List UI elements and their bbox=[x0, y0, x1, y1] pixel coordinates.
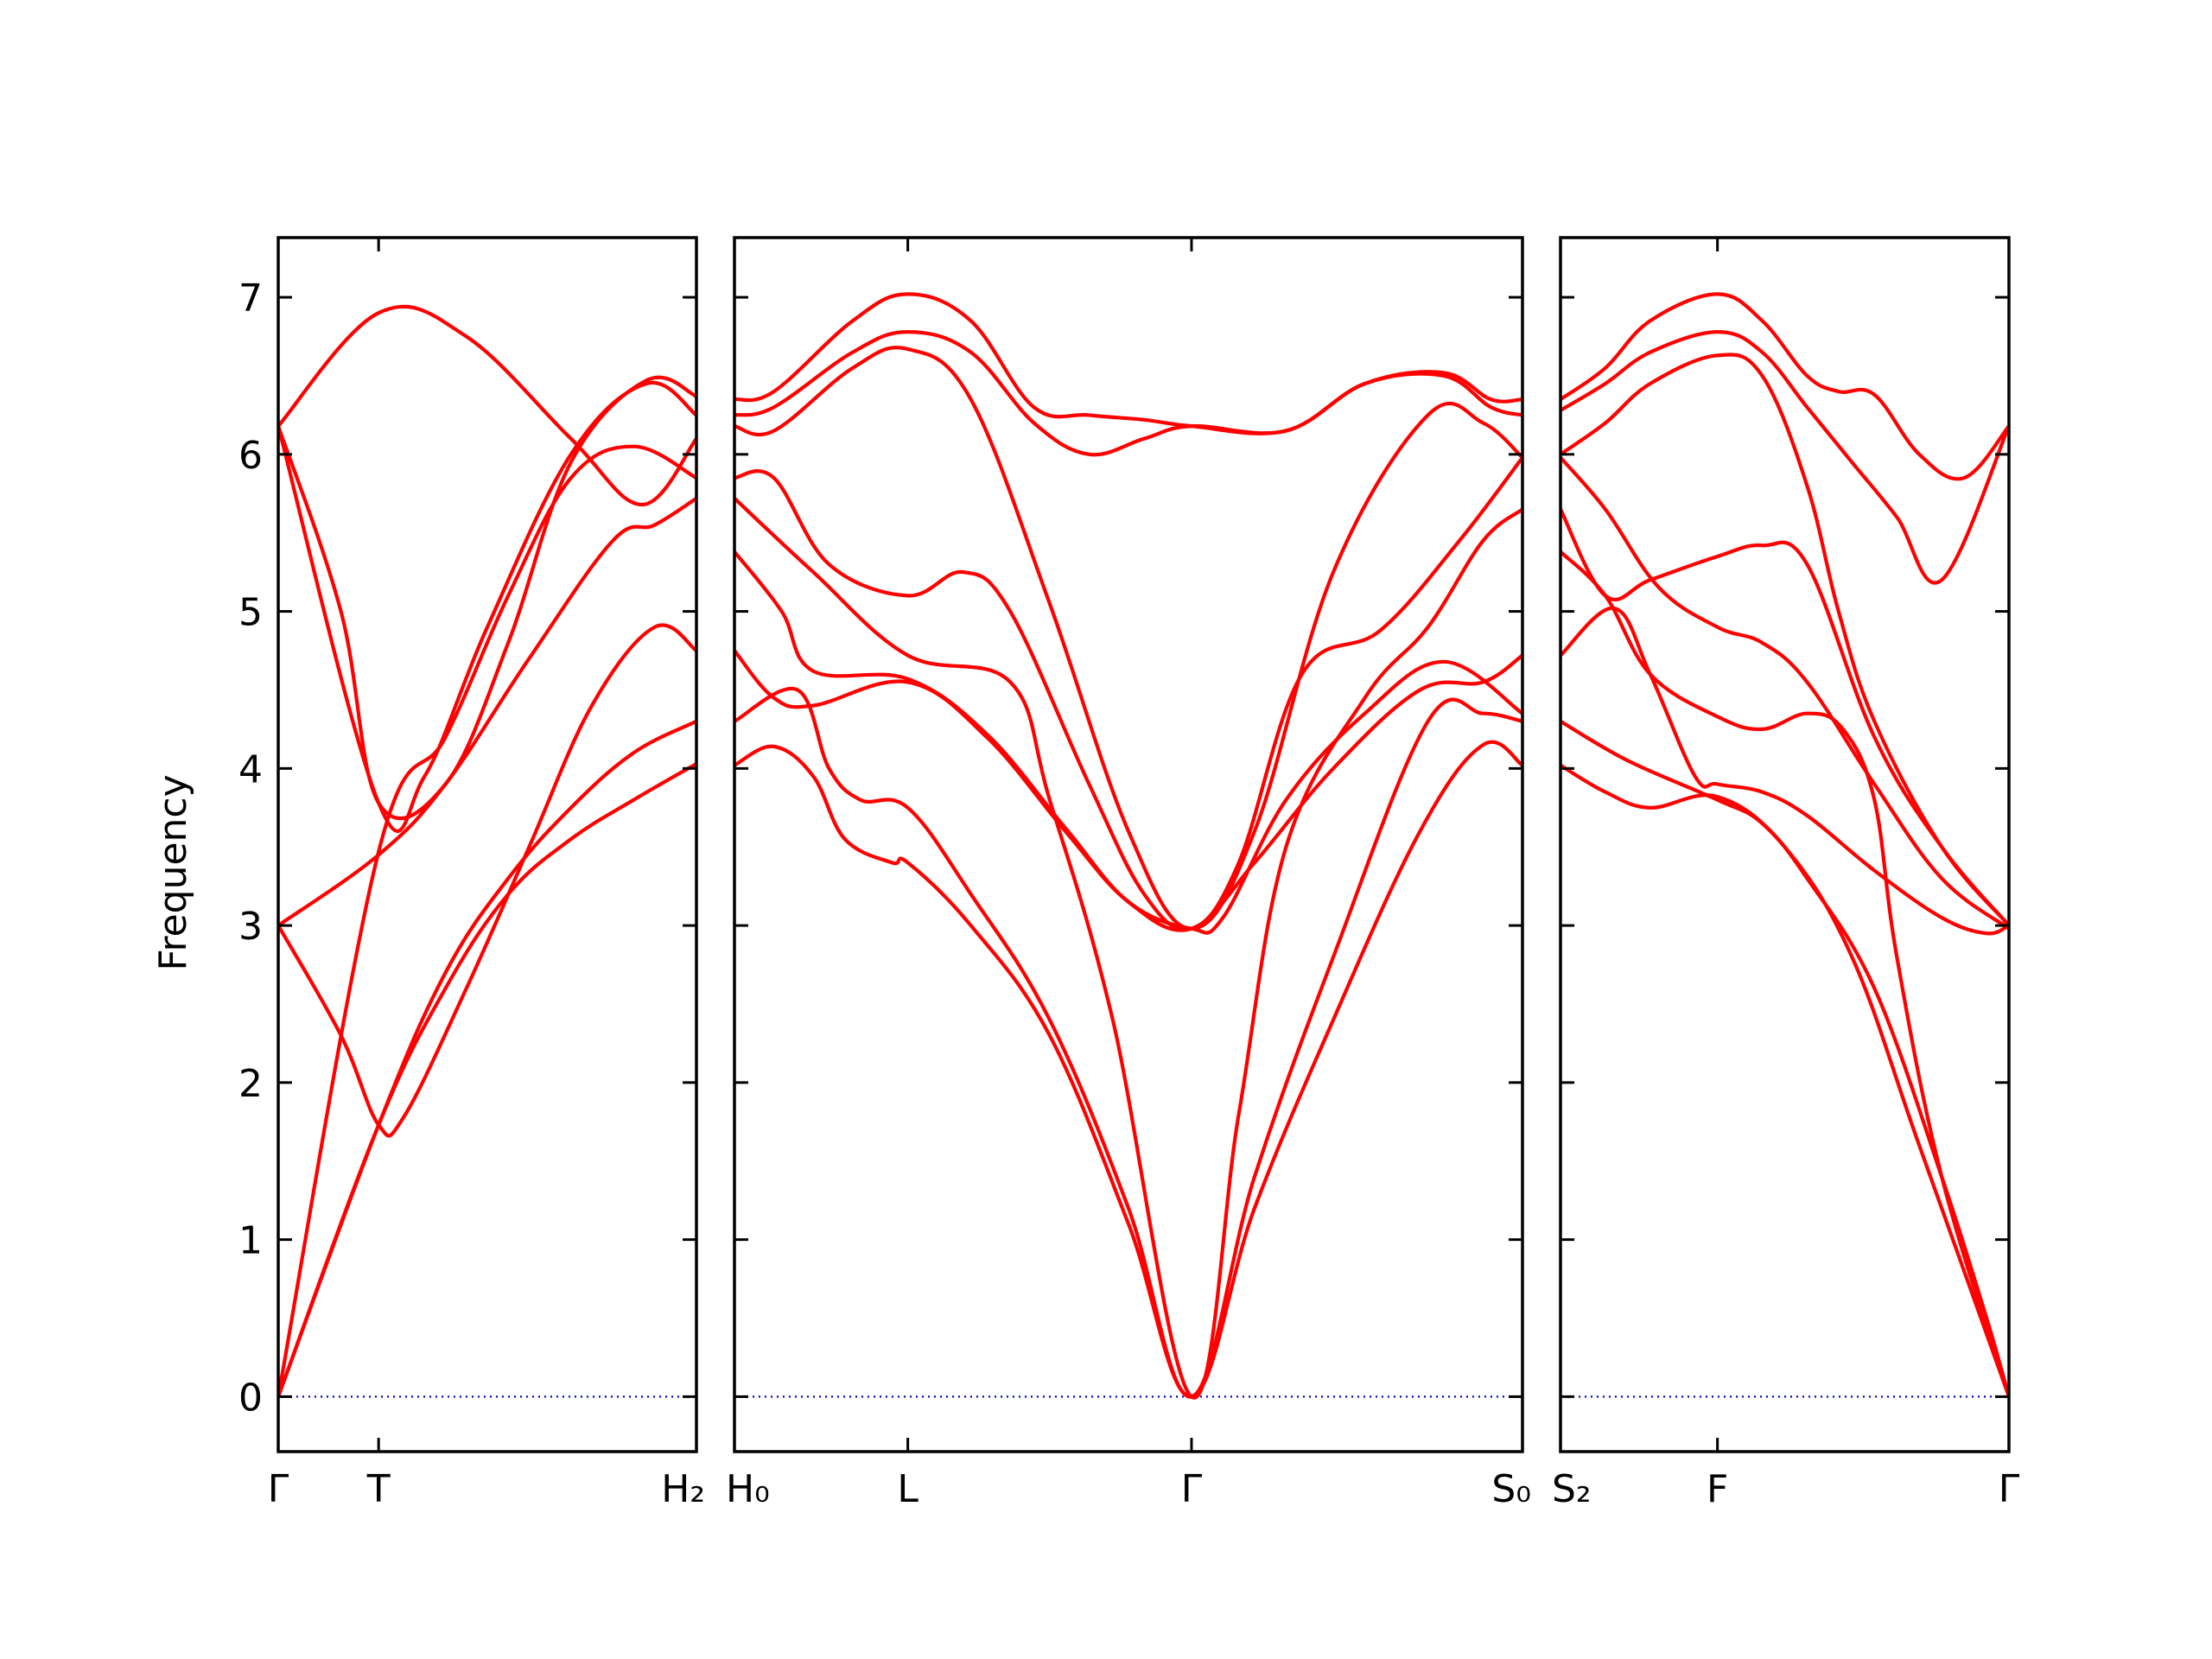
band-line-7 bbox=[734, 346, 1522, 931]
band-line-2 bbox=[1560, 719, 2009, 1399]
band-line-8 bbox=[734, 330, 1522, 457]
band-group bbox=[734, 292, 1522, 1400]
x-tick-label: Γ bbox=[1999, 1467, 2020, 1511]
panel-2: H₀ L Γ S₀ bbox=[726, 236, 1531, 1511]
band-line-2 bbox=[278, 719, 696, 1399]
band-line-5 bbox=[734, 496, 1522, 1400]
band-line-4 bbox=[1560, 550, 2009, 1399]
band-line-6 bbox=[734, 455, 1522, 932]
band-line-4 bbox=[734, 550, 1522, 935]
x-tick-label: F bbox=[1707, 1467, 1728, 1511]
panel-frame bbox=[733, 236, 1524, 1453]
band-group bbox=[278, 304, 696, 1399]
y-tick-label: 2 bbox=[238, 1062, 263, 1106]
x-tick-label: S₂ bbox=[1552, 1467, 1592, 1511]
band-line-3 bbox=[1560, 606, 2009, 936]
band-line-7 bbox=[1560, 353, 2009, 928]
band-line-6 bbox=[1560, 455, 2009, 931]
y-axis-label: Frequency bbox=[151, 774, 195, 970]
panel-frame bbox=[1559, 236, 2011, 1453]
y-tick-label: 6 bbox=[238, 434, 263, 478]
band-line-2 bbox=[734, 686, 1522, 1399]
band-line-8 bbox=[278, 375, 696, 821]
band-line-9 bbox=[1560, 292, 2009, 481]
y-tick-label: 3 bbox=[238, 905, 263, 949]
x-tick-label: H₀ bbox=[726, 1467, 770, 1511]
panel-1: 0 1 2 3 4 5 6 7 Γ T H₂ bbox=[238, 236, 705, 1511]
panel-frame bbox=[276, 236, 698, 1453]
x-tick-label: L bbox=[897, 1467, 918, 1511]
band-line-9 bbox=[734, 292, 1522, 435]
panels: 0 1 2 3 4 5 6 7 Γ T H₂ H₀ L Γ S₀ S₂ F Γ bbox=[238, 236, 2020, 1511]
y-tick-label: 0 bbox=[238, 1376, 263, 1420]
band-line-1 bbox=[734, 740, 1522, 1399]
y-tick-label: 1 bbox=[238, 1219, 263, 1263]
band-line-5 bbox=[278, 444, 696, 1399]
x-tick-label: T bbox=[366, 1467, 391, 1511]
x-tick-label: Γ bbox=[1181, 1467, 1203, 1511]
y-tick-label: 4 bbox=[238, 747, 263, 791]
band-line-7 bbox=[278, 304, 696, 507]
x-tick-label: Γ bbox=[268, 1467, 289, 1511]
x-tick-label: H₂ bbox=[661, 1467, 705, 1511]
y-tick-label: 5 bbox=[238, 591, 263, 635]
band-line-3 bbox=[278, 623, 696, 1138]
y-tick-label: 7 bbox=[238, 276, 263, 321]
band-line-8 bbox=[1560, 330, 2009, 585]
panel-3: S₂ F Γ bbox=[1552, 236, 2020, 1511]
band-group bbox=[1560, 292, 2009, 1399]
x-tick-label: S₀ bbox=[1491, 1467, 1531, 1511]
